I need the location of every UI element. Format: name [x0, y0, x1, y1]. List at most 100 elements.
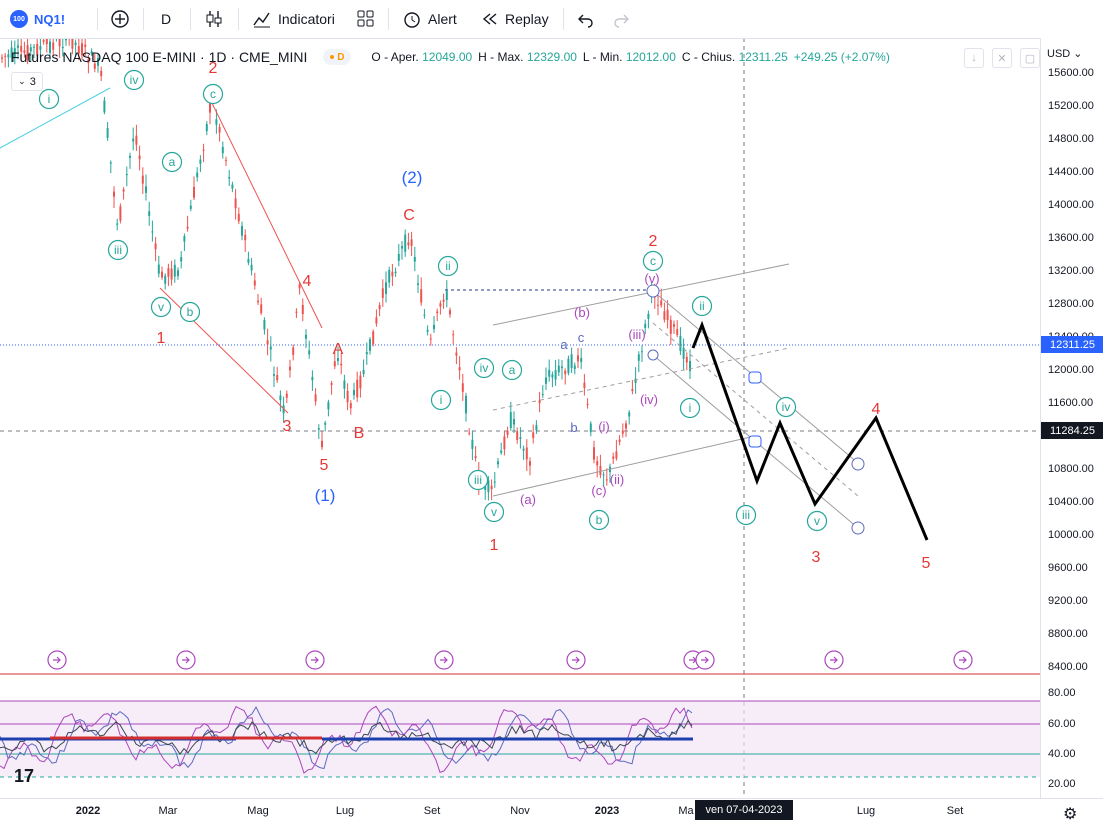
anchor-handle[interactable]: [748, 371, 762, 384]
price-tick: 8800.00: [1048, 628, 1088, 640]
anchor-handle[interactable]: [748, 435, 762, 448]
candle-body: [42, 40, 45, 42]
candle-body: [122, 189, 125, 192]
candle-body: [394, 271, 397, 274]
chart-type-button[interactable]: [204, 0, 224, 38]
plus-circle-icon: [111, 10, 129, 28]
crosshair-date-label: ven 07-04-2023: [695, 800, 793, 820]
candle-body: [673, 324, 675, 327]
candle-body: [372, 331, 375, 345]
candle-body: [135, 135, 138, 145]
currency-selector[interactable]: USD ⌄: [1047, 48, 1083, 60]
wave-label-circle: [679, 397, 701, 419]
candle-body: [429, 338, 432, 340]
candle-body: [141, 175, 144, 184]
redo-button[interactable]: [613, 0, 631, 38]
price-tick: 11600.00: [1048, 397, 1094, 409]
time-tick: Mar: [158, 805, 178, 817]
candle-body: [381, 288, 384, 298]
candle-body: [599, 465, 602, 475]
close-icon[interactable]: ✕: [992, 48, 1012, 68]
wave-label-red: B: [354, 425, 365, 442]
wave-label-green: v: [158, 300, 164, 314]
candles-icon: [206, 11, 222, 27]
wave-label-purple: (iii): [628, 327, 645, 342]
anchor-point[interactable]: [851, 457, 865, 471]
symbol-title: Futures NASDAQ 100 E-MINI · 1D · CME_MIN…: [11, 49, 308, 65]
wave-label-green: i: [440, 393, 443, 407]
candle-body: [545, 377, 547, 384]
wave-label-green: iv: [130, 73, 139, 87]
candle-body: [551, 374, 554, 378]
candle-body: [631, 388, 634, 392]
top-toolbar: 100 NQ1! D Indicatori Alert Replay: [0, 0, 1103, 39]
undo-button[interactable]: [576, 0, 594, 38]
price-scale[interactable]: USD ⌄ 15600.00 15200.00 14800.00 14400.00 14…: [1040, 38, 1103, 798]
arrow-down-icon[interactable]: ↓: [964, 48, 984, 68]
anchor-point[interactable]: [646, 284, 660, 298]
symbol-search[interactable]: 100 NQ1!: [10, 0, 65, 38]
candle-body: [269, 346, 272, 350]
interval-button[interactable]: D: [161, 0, 171, 38]
indicators-collapse-button[interactable]: ⌄ 3: [11, 72, 43, 91]
layouts-button[interactable]: [357, 0, 375, 38]
candle-body: [538, 400, 541, 404]
time-tick: 2022: [75, 805, 101, 817]
candle-body: [337, 357, 339, 362]
anchor-point[interactable]: [647, 349, 659, 361]
candle-body: [529, 461, 531, 466]
candle-body: [196, 172, 199, 178]
candle-body: [589, 423, 592, 433]
candle-body: [1, 57, 3, 59]
redo-icon: [614, 14, 629, 28]
price-tick: 13600.00: [1048, 232, 1094, 244]
candle-body: [573, 365, 576, 370]
wave-label-red: 4: [303, 273, 312, 290]
rsi-tick: 60.00: [1048, 718, 1076, 730]
candle-body: [593, 447, 595, 460]
wave-label-red: 2: [209, 60, 218, 77]
candle-body: [634, 378, 637, 384]
candle-body: [173, 264, 176, 277]
candle-body: [548, 369, 551, 377]
wave-label-purple: (iv): [640, 392, 658, 407]
wave-label-red: A: [333, 341, 344, 358]
wave-label-green: iii: [114, 243, 122, 257]
candle-body: [52, 42, 55, 50]
replay-button[interactable]: Replay: [481, 0, 549, 38]
rsi-tick: 40.00: [1048, 748, 1076, 760]
candle-body: [308, 350, 311, 355]
rsi-line: [0, 705, 693, 770]
indicators-icon: [253, 12, 270, 28]
candle-body: [378, 305, 381, 310]
add-symbol-button[interactable]: [110, 0, 130, 38]
candle-body: [468, 432, 471, 434]
candle-body: [369, 339, 371, 351]
market-status-icon: D: [323, 49, 352, 65]
alert-button[interactable]: Alert: [402, 0, 457, 38]
settings-gear-icon[interactable]: ⚙: [1063, 806, 1078, 823]
candle-body: [596, 460, 599, 466]
candle-body: [81, 43, 83, 56]
candle-body: [292, 347, 295, 355]
anchor-point[interactable]: [851, 521, 865, 535]
wave-label-small: a: [560, 337, 568, 352]
candle-body: [103, 100, 106, 113]
maximize-icon[interactable]: ▢: [1020, 48, 1040, 68]
candle-body: [353, 389, 355, 396]
price-tick: 14000.00: [1048, 199, 1094, 211]
candle-body: [564, 370, 567, 375]
indicators-button[interactable]: Indicatori: [252, 0, 335, 38]
rsi-tick: 80.00: [1048, 687, 1076, 699]
time-scale[interactable]: 2022 Mar Mag Lug Set Nov 2023 Ma Lug Set ⚙: [0, 798, 1103, 835]
candle-body: [349, 403, 352, 409]
candle-body: [410, 239, 413, 246]
candle-body: [113, 191, 115, 197]
candle-body: [362, 369, 365, 375]
price-tick: 9200.00: [1048, 595, 1088, 607]
candle-body: [471, 439, 474, 449]
candle-body: [119, 206, 122, 221]
candle-body: [465, 395, 467, 414]
undo-icon: [578, 14, 593, 28]
